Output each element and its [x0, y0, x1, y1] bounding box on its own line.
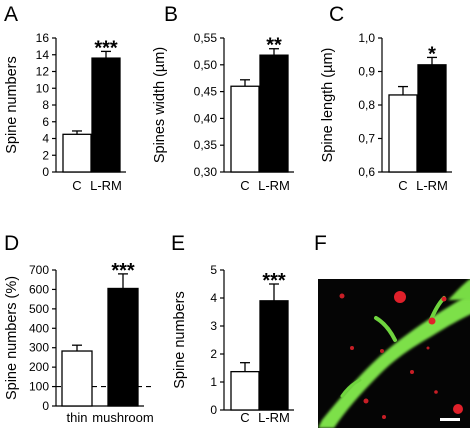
y-tick-label: 6 [42, 115, 49, 129]
bar-l-rm [259, 54, 289, 173]
panel-letter-b: B [164, 3, 178, 26]
y-tick-label: 400 [29, 321, 49, 335]
y-tick-label: 5 [210, 263, 217, 277]
y-tick-label: 16 [36, 31, 50, 45]
y-tick-label: 500 [29, 302, 49, 316]
red-puncta [453, 404, 463, 414]
panel-letter-c: C [329, 3, 344, 26]
panel-letter-d: D [4, 232, 19, 255]
bar-l-rm [91, 57, 121, 173]
bar-thin [61, 350, 93, 407]
y-tick-label: 0,55 [194, 31, 218, 45]
chart-spine-numbers-e: 0 1 2 3 4 5 C L-RM *** Spine numbers [172, 263, 294, 425]
y-tick-label: 0,40 [194, 111, 218, 125]
y-tick-label: 0,9 [358, 65, 375, 79]
y-tick-label: 14 [36, 48, 50, 62]
y-tick-label: 0 [210, 403, 217, 417]
bar-c [388, 94, 418, 173]
chart-spine-length-c: 0,6 0,7 0,8 0,9 1,0 C L-RM * Spine length (µm) [320, 31, 452, 193]
y-tick-label: 12 [36, 65, 50, 79]
y-tick-label: 0,7 [358, 132, 375, 146]
spine-protrusion [374, 316, 397, 342]
y-tick-label: 0 [42, 165, 49, 179]
red-puncta [382, 415, 386, 419]
scale-bar [440, 418, 460, 421]
panel-letter-f: F [314, 232, 327, 255]
chart-spines-width-b: 0,30 0,35 0,40 0,45 0,50 0,55 C L-RM ** Spines wi… [152, 31, 294, 193]
red-puncta [380, 349, 384, 353]
y-tick-label: 300 [29, 341, 49, 355]
x-category-label: C [72, 178, 81, 193]
x-category-label: L-RM [90, 178, 122, 193]
y-tick-label: 700 [29, 263, 49, 277]
bar-mushroom [107, 287, 139, 407]
dendrite-shape [318, 293, 470, 428]
y-tick-label: 0 [42, 399, 49, 413]
y-tick-label: 600 [29, 282, 49, 296]
x-category-label: C [240, 178, 249, 193]
y-tick-label: 1 [210, 375, 217, 389]
chart-spine-numbers-a: 0 2 4 6 8 10 12 14 16 C L-RM *** Spine numbers [4, 31, 126, 193]
micrograph-image [318, 279, 470, 428]
chart-spine-percent-d: 0 100 200 300 400 500 600 700 thin mushroom *** Spi… [4, 260, 154, 425]
y-tick-label: 8 [42, 98, 49, 112]
bar-c [62, 133, 92, 173]
y-tick-label: 4 [42, 132, 49, 146]
y-tick-label: 3 [210, 319, 217, 333]
y-tick-label: 0,30 [194, 165, 218, 179]
y-axis-label: Spine numbers (%) [4, 276, 20, 400]
red-puncta [426, 346, 430, 350]
y-tick-label: 2 [210, 347, 217, 361]
red-puncta [410, 370, 414, 374]
red-puncta [394, 291, 406, 303]
spine-protrusion [340, 378, 362, 398]
panel-letter-e: E [171, 232, 185, 255]
bar-c [230, 370, 260, 411]
red-puncta [434, 390, 438, 394]
bar-c [230, 85, 260, 173]
red-puncta [441, 296, 447, 302]
significance-stars: *** [111, 260, 135, 282]
y-tick-label: 2 [42, 148, 49, 162]
y-tick-label: 0,8 [358, 98, 375, 112]
panel-letter-a: A [4, 3, 18, 26]
significance-stars: *** [262, 270, 286, 292]
bar-l-rm [259, 300, 289, 411]
significance-stars: ** [266, 35, 282, 57]
significance-stars: * [428, 43, 436, 65]
red-puncta [350, 346, 354, 350]
y-axis-label: Spine numbers [172, 291, 188, 389]
x-category-label: C [240, 410, 249, 425]
x-category-label: L-RM [416, 178, 448, 193]
significance-stars: *** [94, 37, 118, 59]
x-category-label: C [398, 178, 407, 193]
y-axis-label: Spines width (µm) [152, 47, 168, 163]
dendrite-branch-shape [448, 279, 470, 300]
y-tick-label: 200 [29, 360, 49, 374]
y-tick-label: 10 [36, 81, 50, 95]
y-tick-label: 0,6 [358, 165, 375, 179]
y-tick-label: 100 [29, 380, 49, 394]
x-category-label: mushroom [92, 410, 153, 425]
y-tick-label: 0,45 [194, 85, 218, 99]
y-tick-label: 0,50 [194, 58, 218, 72]
x-category-label: L-RM [258, 410, 290, 425]
bar-l-rm [417, 64, 447, 173]
red-puncta [363, 398, 369, 404]
y-axis-label: Spine numbers [4, 56, 20, 154]
x-category-label: thin [67, 410, 88, 425]
y-tick-label: 4 [210, 291, 217, 305]
y-tick-label: 1,0 [358, 31, 375, 45]
y-tick-label: 0,35 [194, 138, 218, 152]
red-puncta [428, 317, 436, 325]
red-puncta [339, 293, 345, 299]
x-category-label: L-RM [258, 178, 290, 193]
y-axis-label: Spine length (µm) [320, 48, 336, 163]
